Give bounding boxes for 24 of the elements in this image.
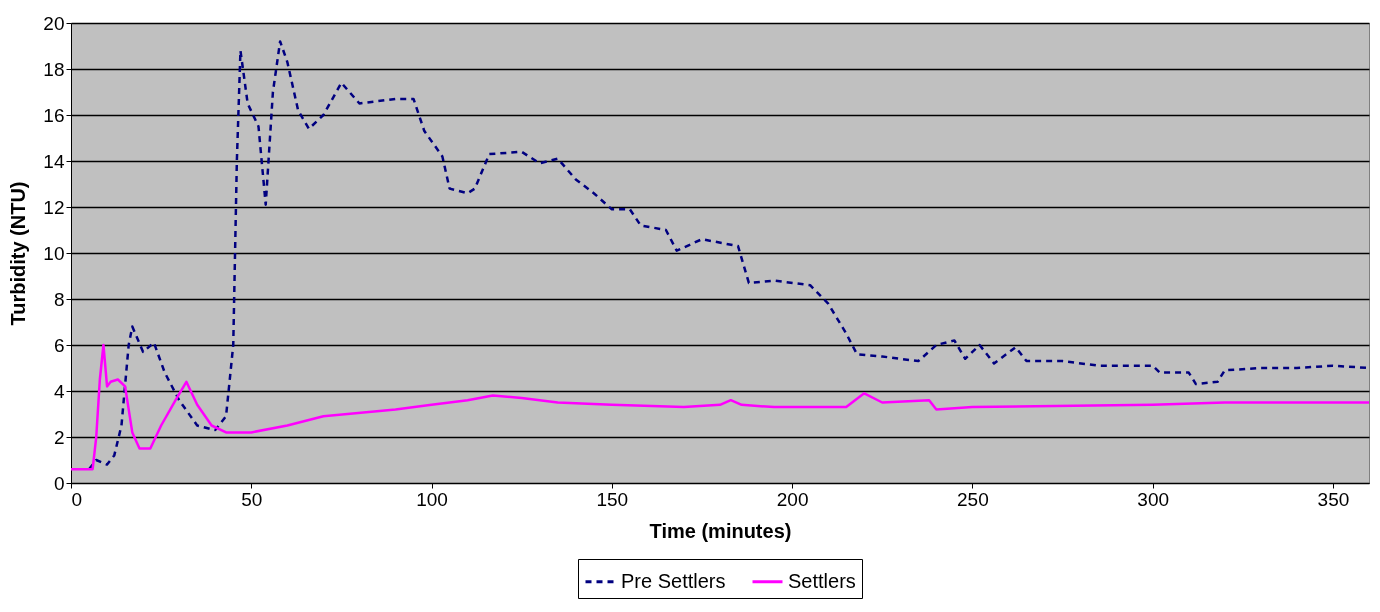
x-tick-label: 50 [241,488,263,510]
y-tick-label: 10 [43,242,65,264]
x-tick-label: 200 [776,488,809,510]
y-tick-label: 4 [53,380,65,402]
y-tick-label: 18 [43,58,65,80]
x-tick-label: 100 [416,488,448,510]
line-series [87,40,1369,471]
y-tick-label: 2 [53,426,65,448]
x-tick-label: 0 [71,488,83,510]
y-tick-label: 20 [43,12,65,34]
y-tick-label: 12 [43,196,65,218]
legend-label: Pre Settlers [621,569,726,592]
x-axis-title: Time (minutes) [649,519,792,542]
y-tick-label: 6 [53,334,65,356]
y-tick-label: 16 [43,104,65,126]
legend-label: Settlers [788,569,856,592]
y-tick-label: 14 [43,150,65,172]
x-tick-label: 250 [957,488,989,510]
x-tick-label: 150 [596,488,629,510]
x-tick-label: 300 [1137,488,1170,510]
y-tick-label: 0 [53,472,65,494]
y-tick-label: 8 [53,288,65,310]
x-tick-label: 350 [1317,488,1350,510]
y-axis-title: Turbidity (NTU) [7,181,30,326]
